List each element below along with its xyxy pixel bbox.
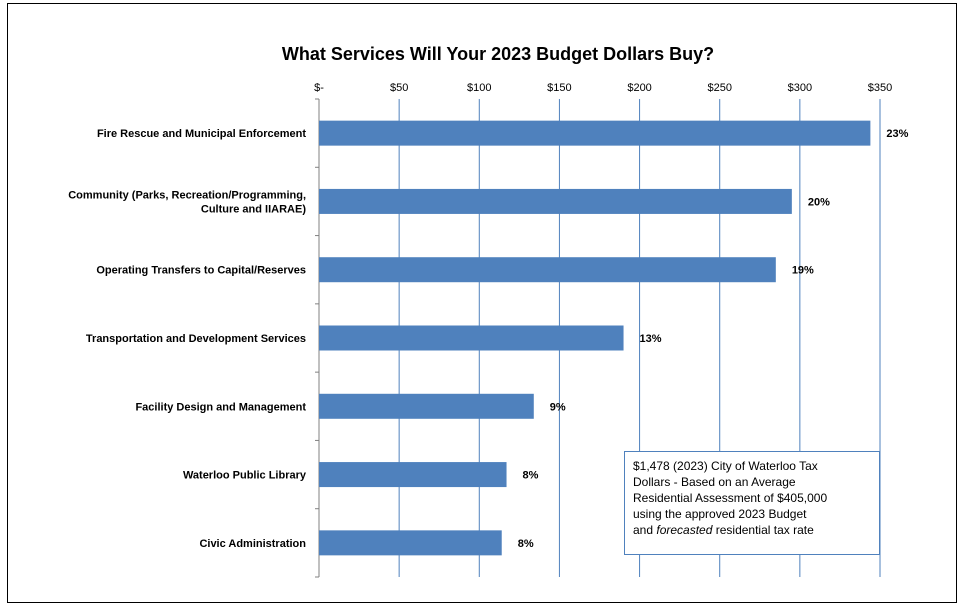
category-label: Civic Administration — [199, 538, 306, 550]
x-tick-label: $100 — [467, 82, 491, 94]
data-label: 20% — [808, 196, 830, 208]
data-label: 8% — [523, 470, 539, 482]
data-label: 8% — [518, 538, 534, 550]
note-line-4: using the approved 2023 Budget — [633, 507, 807, 521]
note-line-3: Residential Assessment of $405,000 — [633, 491, 828, 505]
x-tick-label: $250 — [707, 82, 731, 94]
bar — [319, 462, 507, 488]
note-line-1: $1,478 (2023) City of Waterloo Tax — [633, 459, 818, 473]
bar — [319, 325, 624, 351]
note-forecasted: forecasted — [656, 523, 713, 537]
chart-frame: What Services Will Your 2023 Budget Doll… — [7, 3, 957, 603]
category-label: Fire Rescue and Municipal Enforcement — [97, 128, 306, 140]
tax-note-box: $1,478 (2023) City of Waterloo Tax Dolla… — [624, 451, 880, 555]
x-tick-label: $50 — [390, 82, 408, 94]
bar — [319, 257, 776, 283]
x-tick-label: $350 — [868, 82, 892, 94]
chart-title: What Services Will Your 2023 Budget Doll… — [282, 44, 714, 64]
category-label: Waterloo Public Library — [183, 470, 307, 482]
x-tick-label: $- — [314, 82, 324, 94]
note-line-5: and forecasted residential tax rate — [633, 523, 814, 537]
bar — [319, 188, 792, 214]
x-tick-label: $150 — [547, 82, 571, 94]
category-label: Operating Transfers to Capital/Reserves — [96, 265, 306, 277]
x-tick-label: $300 — [788, 82, 812, 94]
bar — [319, 120, 871, 146]
data-label: 9% — [550, 401, 566, 413]
bar — [319, 530, 502, 556]
data-label: 23% — [886, 128, 908, 140]
category-label: Community (Parks, Recreation/Programming… — [68, 189, 306, 215]
bar — [319, 393, 534, 419]
note-line-2: Dollars - Based on an Average — [633, 475, 796, 489]
category-label: Transportation and Development Services — [86, 333, 306, 345]
bar-chart: What Services Will Your 2023 Budget Doll… — [68, 44, 909, 578]
data-label: 13% — [640, 333, 662, 345]
category-label: Facility Design and Management — [135, 401, 306, 413]
data-label: 19% — [792, 265, 814, 277]
x-tick-label: $200 — [627, 82, 651, 94]
